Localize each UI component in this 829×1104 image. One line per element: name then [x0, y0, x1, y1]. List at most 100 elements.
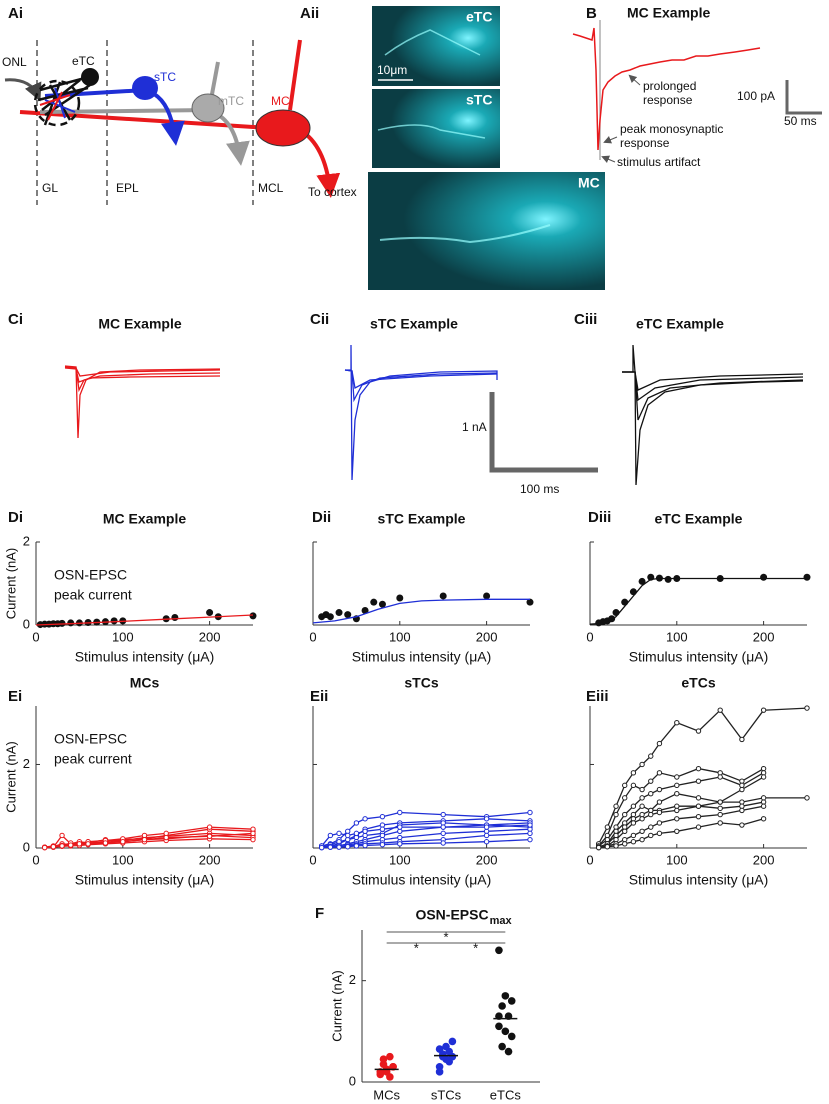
marker: [695, 778, 702, 784]
x-tick-label: 100: [389, 629, 411, 644]
y-tick-label: 2: [349, 972, 356, 987]
marker: [527, 830, 533, 837]
micrograph: [368, 172, 605, 290]
traces: [64, 344, 804, 486]
scale-label: 1 nA: [462, 420, 487, 434]
point: [206, 609, 214, 617]
x-tick-label: 0: [586, 629, 593, 644]
marker: [656, 770, 663, 776]
panel-label: Ci: [8, 311, 23, 328]
x-tick-label: 100: [666, 852, 688, 867]
chart-title: eTCs: [681, 675, 715, 691]
marker: [85, 841, 91, 847]
marker: [717, 799, 723, 805]
fit-line: [35, 614, 254, 626]
panel-label: Ai: [8, 5, 23, 22]
x-axis-label: Stimulus intensity (μA): [75, 649, 215, 665]
marker: [379, 841, 386, 848]
panel-label: Eii: [310, 688, 328, 705]
y-tick-label: 0: [23, 616, 30, 631]
marker: [327, 832, 334, 839]
diagram: [4, 39, 341, 205]
micrographs: [368, 6, 605, 290]
marker: [379, 826, 386, 832]
marker: [527, 822, 533, 828]
x-tick-label: 0: [309, 852, 316, 867]
etc-traces: [622, 344, 804, 486]
marker: [630, 770, 637, 776]
point: [448, 1037, 457, 1046]
point: [445, 1057, 454, 1066]
y-axis-label: Current (nA): [3, 548, 18, 620]
x-tick-label: 200: [476, 629, 498, 644]
panel-title: sTC Example: [370, 316, 458, 332]
point: [439, 592, 447, 600]
point: [249, 612, 257, 620]
marker: [695, 795, 702, 801]
stc-traces: [344, 344, 498, 481]
scale-label: 100 pA: [737, 89, 775, 103]
x-tick-label: 100: [389, 852, 411, 867]
significance-star: *: [473, 940, 478, 955]
diagram-label: GL: [42, 181, 58, 195]
point: [435, 1068, 444, 1076]
marker: [397, 841, 403, 847]
x-tick-label: 200: [199, 852, 221, 867]
x-tick-label: 100: [112, 852, 134, 867]
marker: [440, 811, 446, 818]
annotation: stimulus artifact: [617, 155, 701, 169]
point: [370, 598, 378, 606]
marker: [674, 774, 680, 780]
x-tick-label: 200: [753, 629, 775, 644]
x-tick-label: 200: [476, 852, 498, 867]
marker: [483, 824, 490, 830]
mc-lateral: [288, 39, 302, 111]
mtc-soma: [191, 93, 225, 123]
fit-line: [589, 577, 807, 625]
y-tick-label: 2: [23, 756, 30, 771]
chart-title: eTC Example: [655, 511, 743, 527]
marker: [639, 795, 645, 801]
marker: [76, 841, 83, 847]
x-tick-label: 100: [112, 629, 134, 644]
marker: [695, 765, 702, 772]
marker: [739, 736, 745, 743]
scale-label: 50 ms: [784, 114, 817, 128]
scale-label: 10μm: [377, 63, 407, 77]
glomerulus: [33, 79, 81, 127]
point: [629, 588, 637, 596]
series-line: [598, 707, 808, 845]
marker: [648, 753, 654, 759]
point: [439, 1052, 447, 1061]
marker: [717, 811, 723, 818]
marker: [695, 813, 702, 820]
y-axis-label: Current (nA): [3, 741, 18, 813]
marker: [595, 844, 602, 851]
marker: [804, 795, 810, 801]
point: [396, 594, 404, 602]
marker: [41, 844, 48, 851]
marker: [440, 830, 446, 837]
annotation: OSN-EPSC: [54, 567, 127, 583]
arrow: [628, 74, 641, 86]
marker: [656, 740, 663, 747]
x-tick-label: MCs: [373, 1087, 400, 1102]
micrograph: [372, 6, 500, 86]
marker: [648, 811, 654, 818]
marker: [656, 786, 663, 793]
chart-title: MCs: [130, 675, 160, 691]
fit-line: [312, 598, 530, 624]
point: [526, 598, 534, 606]
trace: [572, 27, 761, 151]
marker: [674, 791, 680, 797]
marker: [613, 811, 619, 818]
y-tick-label: 0: [23, 839, 30, 854]
diagram-label: MCL: [258, 181, 284, 195]
annotation: peak current: [54, 751, 132, 767]
marker: [604, 824, 611, 830]
marker: [717, 805, 723, 812]
marker: [656, 809, 663, 816]
marker: [639, 828, 645, 834]
marker: [804, 705, 810, 711]
marker: [760, 707, 767, 713]
